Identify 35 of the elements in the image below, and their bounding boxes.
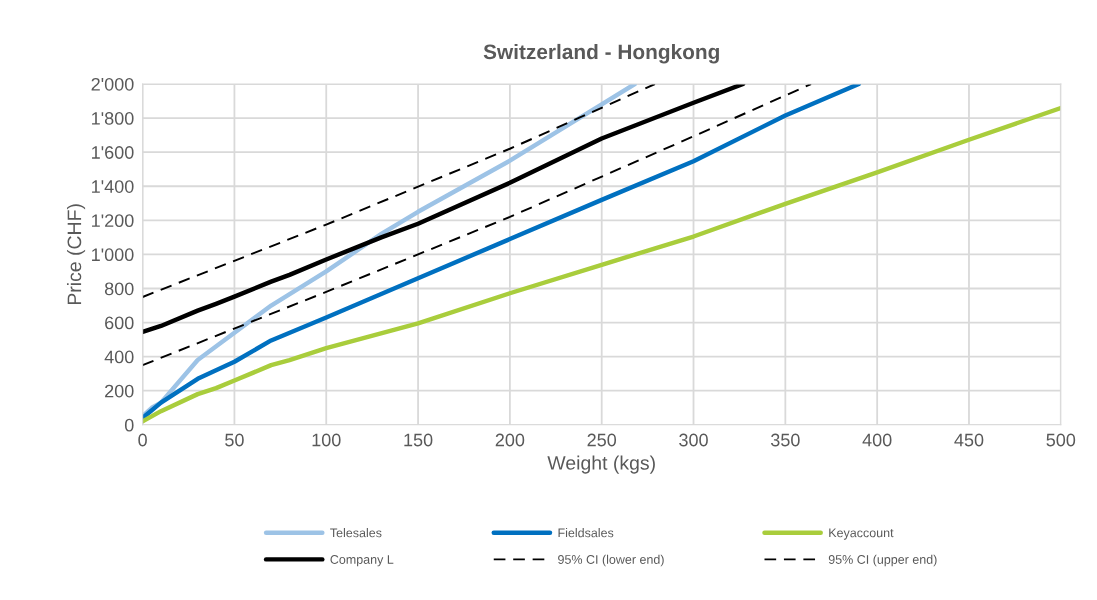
legend-label: 95% CI (upper end) xyxy=(828,554,937,567)
x-tick-label: 350 xyxy=(770,433,800,447)
x-tick-label: 400 xyxy=(862,433,892,447)
x-tick-label: 150 xyxy=(404,433,433,447)
y-tick-label: 1'800 xyxy=(92,112,134,125)
x-axis-title: Weight (kgs) xyxy=(547,455,655,474)
y-tick-label: 0 xyxy=(124,418,134,432)
y-tick-label: 200 xyxy=(105,384,134,398)
legend-label: 95% CI (lower end) xyxy=(558,554,664,567)
x-tick-label: 250 xyxy=(587,433,617,447)
line-series xyxy=(142,84,656,298)
y-tick-label: 1'400 xyxy=(92,180,134,193)
legend-label: Company L xyxy=(330,555,394,567)
legend-label: Fieldsales xyxy=(558,528,614,538)
line-series xyxy=(142,84,862,421)
x-tick-label: 450 xyxy=(954,433,984,447)
x-tick-label: 300 xyxy=(679,433,708,447)
y-tick-label: 1'000 xyxy=(92,248,134,262)
x-tick-label: 100 xyxy=(312,433,341,447)
legend-label: Telesales xyxy=(330,528,382,538)
y-tick-label: 600 xyxy=(105,316,134,330)
y-tick-label: 800 xyxy=(104,282,134,296)
y-tick-label: 1'200 xyxy=(92,214,134,228)
y-tick-label: 400 xyxy=(104,350,134,364)
chart-title: Switzerland - Hongkong xyxy=(483,43,719,64)
line-series xyxy=(142,84,746,335)
line-series xyxy=(142,84,813,367)
x-tick-label: 200 xyxy=(495,433,525,447)
x-tick-label: 500 xyxy=(1046,433,1076,447)
y-tick-label: 2'000 xyxy=(91,77,134,91)
legend-label: Keyaccount xyxy=(829,528,894,540)
y-tick-label: 1'600 xyxy=(92,146,134,159)
x-tick-label: 50 xyxy=(225,433,244,447)
x-tick-label: 0 xyxy=(138,433,147,447)
y-axis-title: Price (CHF) xyxy=(66,204,86,305)
